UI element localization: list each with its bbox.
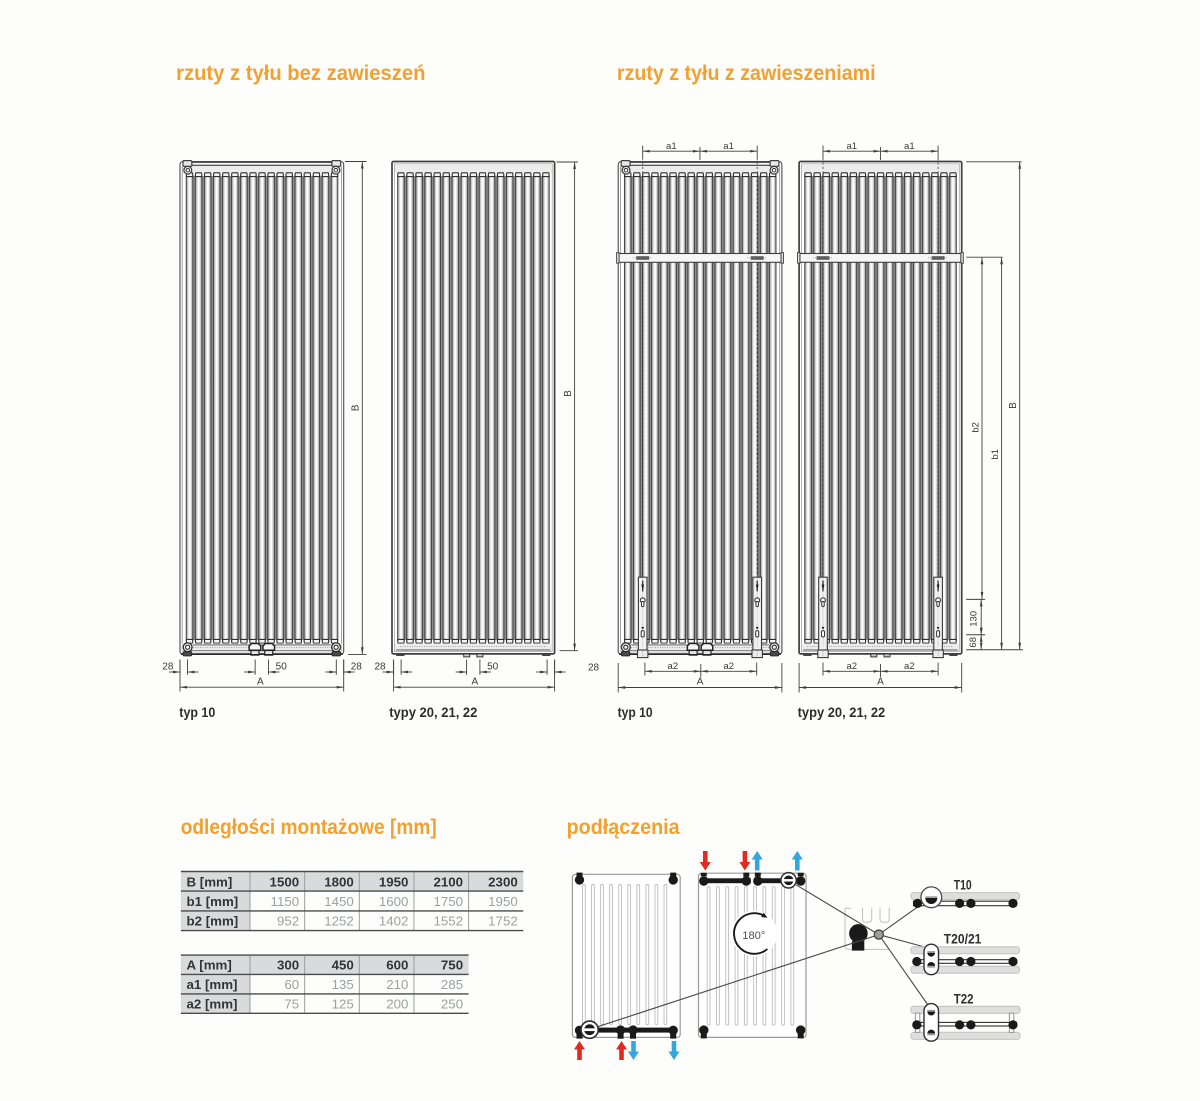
svg-text:B: B [351,404,362,411]
svg-text:2300: 2300 [488,874,518,889]
svg-text:a1: a1 [666,141,677,152]
svg-text:T22: T22 [954,991,974,1006]
svg-text:A: A [471,676,478,687]
svg-text:28: 28 [351,661,363,672]
svg-text:typ 10: typ 10 [618,705,653,720]
svg-text:B [mm]: B [mm] [187,874,233,889]
svg-text:68: 68 [968,637,979,648]
svg-text:a2: a2 [668,661,679,672]
svg-text:28: 28 [374,661,386,672]
svg-text:a1: a1 [846,141,857,152]
svg-text:60: 60 [284,977,299,992]
svg-text:a2: a2 [904,661,915,672]
svg-text:1150: 1150 [271,894,300,909]
svg-text:a2 [mm]: a2 [mm] [187,996,238,1011]
svg-text:1252: 1252 [324,914,354,929]
svg-text:typy 20, 21, 22: typy 20, 21, 22 [389,705,477,720]
svg-text:600: 600 [386,958,408,973]
svg-text:125: 125 [332,996,354,1011]
svg-text:typ 10: typ 10 [179,705,215,720]
svg-text:135: 135 [332,977,354,992]
svg-text:a2: a2 [846,661,857,672]
svg-text:50: 50 [276,661,288,672]
svg-text:b1 [mm]: b1 [mm] [187,894,239,909]
svg-text:1950: 1950 [379,874,409,889]
svg-text:a2: a2 [723,661,734,672]
svg-text:1800: 1800 [324,874,354,889]
svg-text:28: 28 [162,661,174,672]
svg-text:200: 200 [386,996,408,1011]
svg-text:podłączenia: podłączenia [567,816,680,839]
svg-text:1552: 1552 [434,914,464,929]
svg-text:a1: a1 [904,141,915,152]
svg-text:250: 250 [441,996,463,1011]
svg-text:210: 210 [386,977,408,992]
svg-text:1600: 1600 [379,894,409,909]
svg-text:b2: b2 [970,422,981,433]
svg-text:1752: 1752 [488,914,518,929]
svg-text:T20/21: T20/21 [944,931,982,946]
svg-text:A: A [697,676,704,687]
svg-text:1750: 1750 [434,894,464,909]
svg-text:A: A [257,676,264,687]
svg-text:rzuty z tyłu z zawieszeniami: rzuty z tyłu z zawieszeniami [617,62,876,85]
svg-text:285: 285 [441,977,463,992]
svg-text:1450: 1450 [324,894,354,909]
svg-text:a1 [mm]: a1 [mm] [187,977,238,992]
svg-text:A [mm]: A [mm] [187,958,232,973]
svg-text:rzuty z tyłu bez zawieszeń: rzuty z tyłu bez zawieszeń [176,62,425,85]
svg-text:180°: 180° [742,930,765,942]
svg-text:450: 450 [332,958,354,973]
svg-text:750: 750 [441,958,463,973]
svg-text:952: 952 [277,914,299,929]
svg-text:2100: 2100 [434,874,464,889]
svg-text:odległości montażowe [mm]: odległości montażowe [mm] [181,816,437,839]
svg-text:T10: T10 [954,878,972,893]
svg-text:B: B [1008,402,1019,409]
svg-text:typy 20, 21, 22: typy 20, 21, 22 [798,705,886,720]
svg-text:50: 50 [487,661,499,672]
svg-text:1950: 1950 [488,894,518,909]
svg-text:a1: a1 [723,141,734,152]
svg-text:A: A [877,676,884,687]
svg-text:28: 28 [588,663,600,674]
svg-text:1500: 1500 [270,874,300,889]
svg-text:1402: 1402 [379,914,409,929]
svg-text:300: 300 [277,958,299,973]
svg-text:b2 [mm]: b2 [mm] [187,914,239,929]
svg-text:b1: b1 [990,449,1001,460]
svg-text:B: B [563,390,574,397]
svg-text:75: 75 [284,996,299,1011]
svg-text:130: 130 [968,611,979,627]
